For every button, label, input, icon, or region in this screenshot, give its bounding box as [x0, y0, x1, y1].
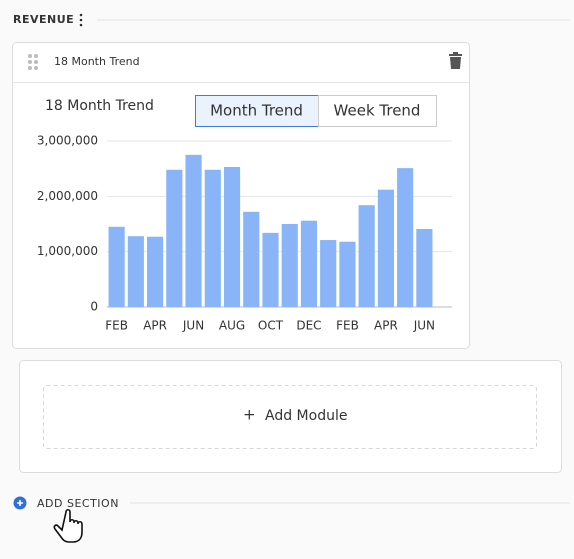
- bar: [339, 241, 356, 307]
- x-tick-label: FEB: [336, 319, 359, 333]
- bar: [300, 220, 318, 307]
- bar: [223, 167, 241, 307]
- add-section-plus: [17, 500, 23, 506]
- bar: [281, 224, 298, 307]
- x-tick-label: FEB: [105, 319, 128, 333]
- bar: [397, 168, 414, 307]
- bar: [416, 228, 433, 307]
- bar: [204, 169, 221, 307]
- bar: [320, 240, 337, 307]
- y-tick-label: 0: [90, 300, 98, 314]
- chart-title: 18 Month Trend: [45, 98, 154, 114]
- tab[interactable]: [318, 95, 437, 127]
- section-title: REVENUE: [13, 13, 74, 26]
- x-tick-label: JUN: [182, 319, 204, 333]
- tab-label: Week Trend: [334, 102, 421, 120]
- hand-cursor: [53, 508, 83, 543]
- bar: [243, 211, 260, 307]
- tab[interactable]: [195, 95, 319, 127]
- delete-icon[interactable]: [449, 52, 462, 69]
- bar: [185, 154, 202, 307]
- bar: [262, 232, 279, 307]
- x-tick-label: DEC: [296, 319, 321, 333]
- x-tick-label: JUN: [413, 319, 435, 333]
- x-tick-label: OCT: [258, 319, 284, 333]
- bar: [127, 236, 144, 307]
- bar: [166, 169, 183, 307]
- x-tick-label: AUG: [219, 319, 245, 333]
- tab-label: Month Trend: [210, 102, 303, 120]
- add-module-button[interactable]: [43, 385, 537, 449]
- bar: [147, 236, 164, 307]
- x-tick-label: APR: [374, 319, 398, 333]
- add-section-label[interactable]: ADD SECTION: [37, 497, 119, 510]
- drag-handle[interactable]: [28, 54, 38, 70]
- section-menu[interactable]: [79, 13, 83, 27]
- bar: [108, 226, 125, 307]
- add-module-label[interactable]: Add Module: [265, 408, 347, 424]
- x-tick-label: APR: [143, 319, 167, 333]
- bar: [358, 205, 375, 307]
- y-tick-label: 3,000,000: [37, 134, 98, 148]
- card-header: 18 Month Trend: [54, 55, 140, 68]
- bar: [377, 189, 394, 307]
- y-tick-label: 1,000,000: [37, 244, 98, 258]
- y-tick-label: 2,000,000: [37, 189, 98, 203]
- plus-icon: +: [243, 406, 256, 424]
